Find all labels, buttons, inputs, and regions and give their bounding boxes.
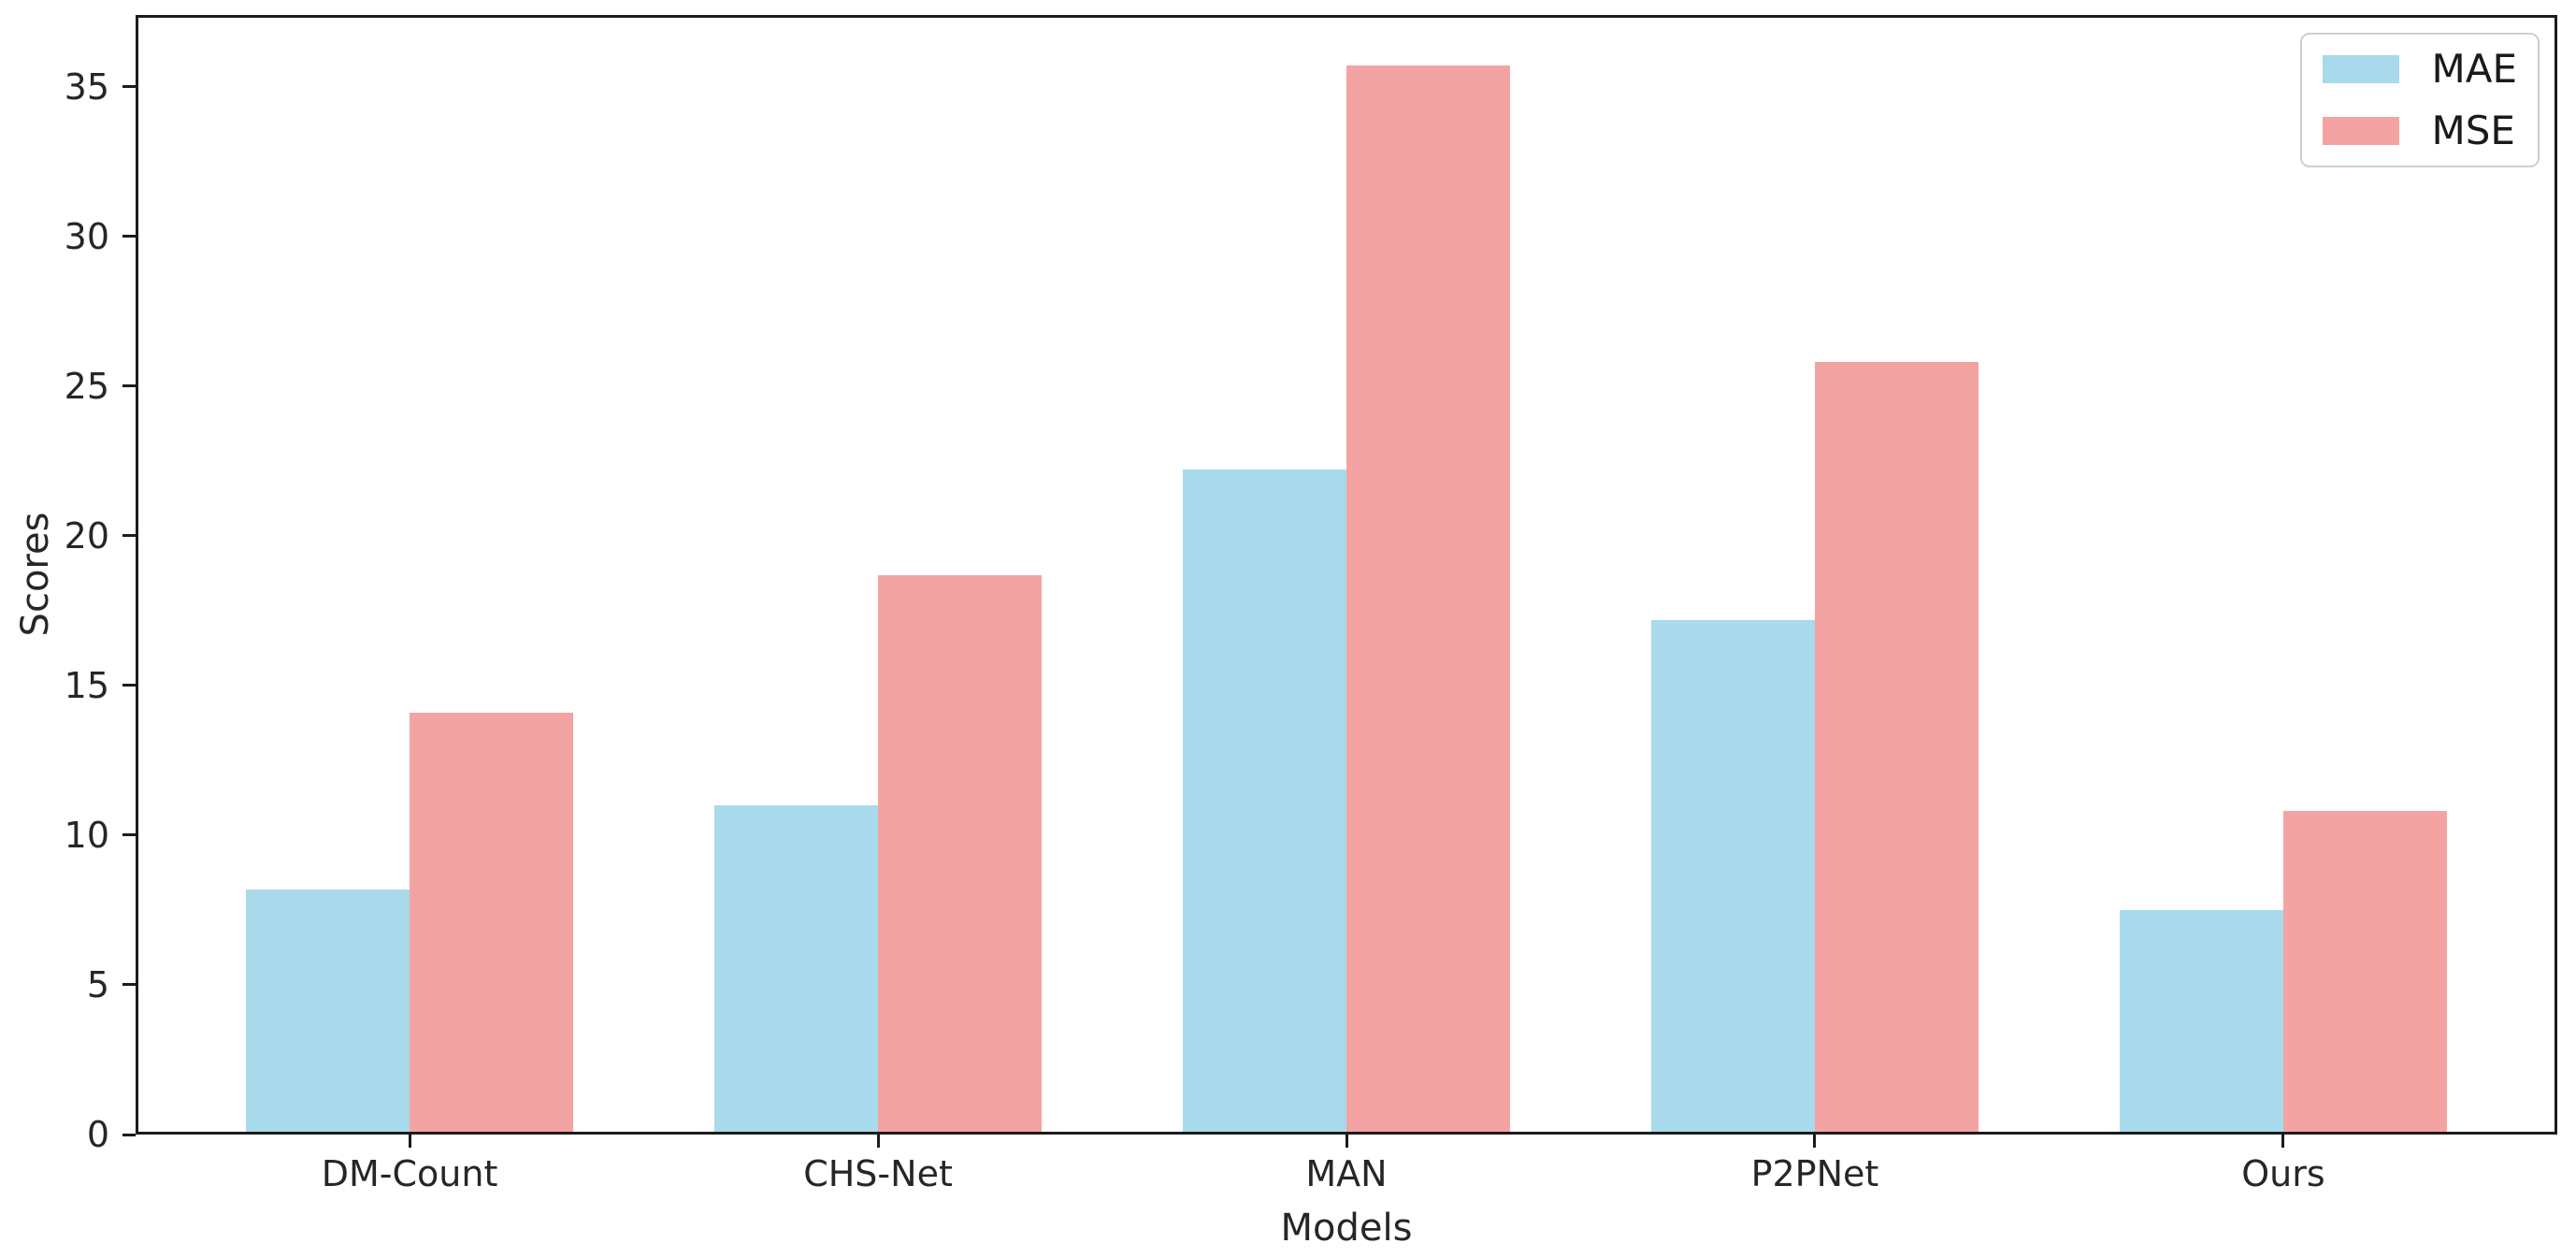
y-tick-label: 10 (64, 814, 109, 856)
bar-mse-man (1346, 65, 1511, 1135)
legend-item-mse: MSE (2323, 111, 2517, 151)
y-tick-label: 35 (64, 65, 109, 108)
y-tick-label: 0 (86, 1114, 109, 1155)
y-tick-mark (122, 1133, 136, 1136)
y-tick-mark (122, 235, 136, 239)
y-tick-label: 25 (64, 365, 109, 407)
x-tick-mark (1813, 1135, 1817, 1148)
x-tick-mark (408, 1135, 411, 1148)
legend-label-mae: MAE (2431, 46, 2517, 92)
legend-item-mae: MAE (2323, 50, 2517, 89)
x-tick-mark (1345, 1135, 1348, 1148)
y-tick-label: 20 (64, 514, 109, 557)
x-tick-label-p2pnet: P2PNet (1750, 1153, 1879, 1194)
bar-mse-dm-count (410, 712, 574, 1135)
y-tick-mark (122, 534, 136, 538)
bar-mae-chs-net (713, 804, 879, 1135)
bar-mae-p2pnet (1650, 619, 1815, 1135)
y-tick-mark (122, 684, 136, 687)
y-tick-mark (122, 983, 136, 987)
x-tick-label-dm-count: DM-Count (321, 1153, 498, 1194)
x-tick-mark (2281, 1135, 2285, 1148)
x-tick-label-chs-net: CHS-Net (803, 1153, 953, 1194)
legend-label-mse: MSE (2431, 108, 2515, 153)
x-tick-label-ours: Ours (2241, 1153, 2325, 1194)
bar-mse-chs-net (878, 574, 1043, 1135)
mae-color-swatch (2323, 55, 2400, 83)
y-tick-label: 15 (64, 664, 109, 706)
mse-color-swatch (2323, 117, 2400, 145)
x-axis-title: Models (1280, 1207, 1413, 1250)
y-tick-label: 5 (86, 963, 109, 1005)
y-tick-mark (122, 384, 136, 388)
y-tick-label: 30 (64, 215, 109, 257)
legend: MAE MSE (2300, 33, 2540, 167)
bar-mae-dm-count (245, 889, 410, 1135)
bar-mae-man (1182, 470, 1346, 1135)
x-tick-mark (876, 1135, 880, 1148)
bar-mae-ours (2119, 909, 2283, 1135)
bar-mse-p2pnet (1814, 362, 1979, 1135)
y-tick-mark (122, 833, 136, 837)
bar-mse-ours (2282, 811, 2448, 1135)
y-tick-mark (122, 85, 136, 89)
x-tick-label-man: MAN (1305, 1153, 1388, 1194)
plot-area: MAE MSE (136, 15, 2557, 1135)
